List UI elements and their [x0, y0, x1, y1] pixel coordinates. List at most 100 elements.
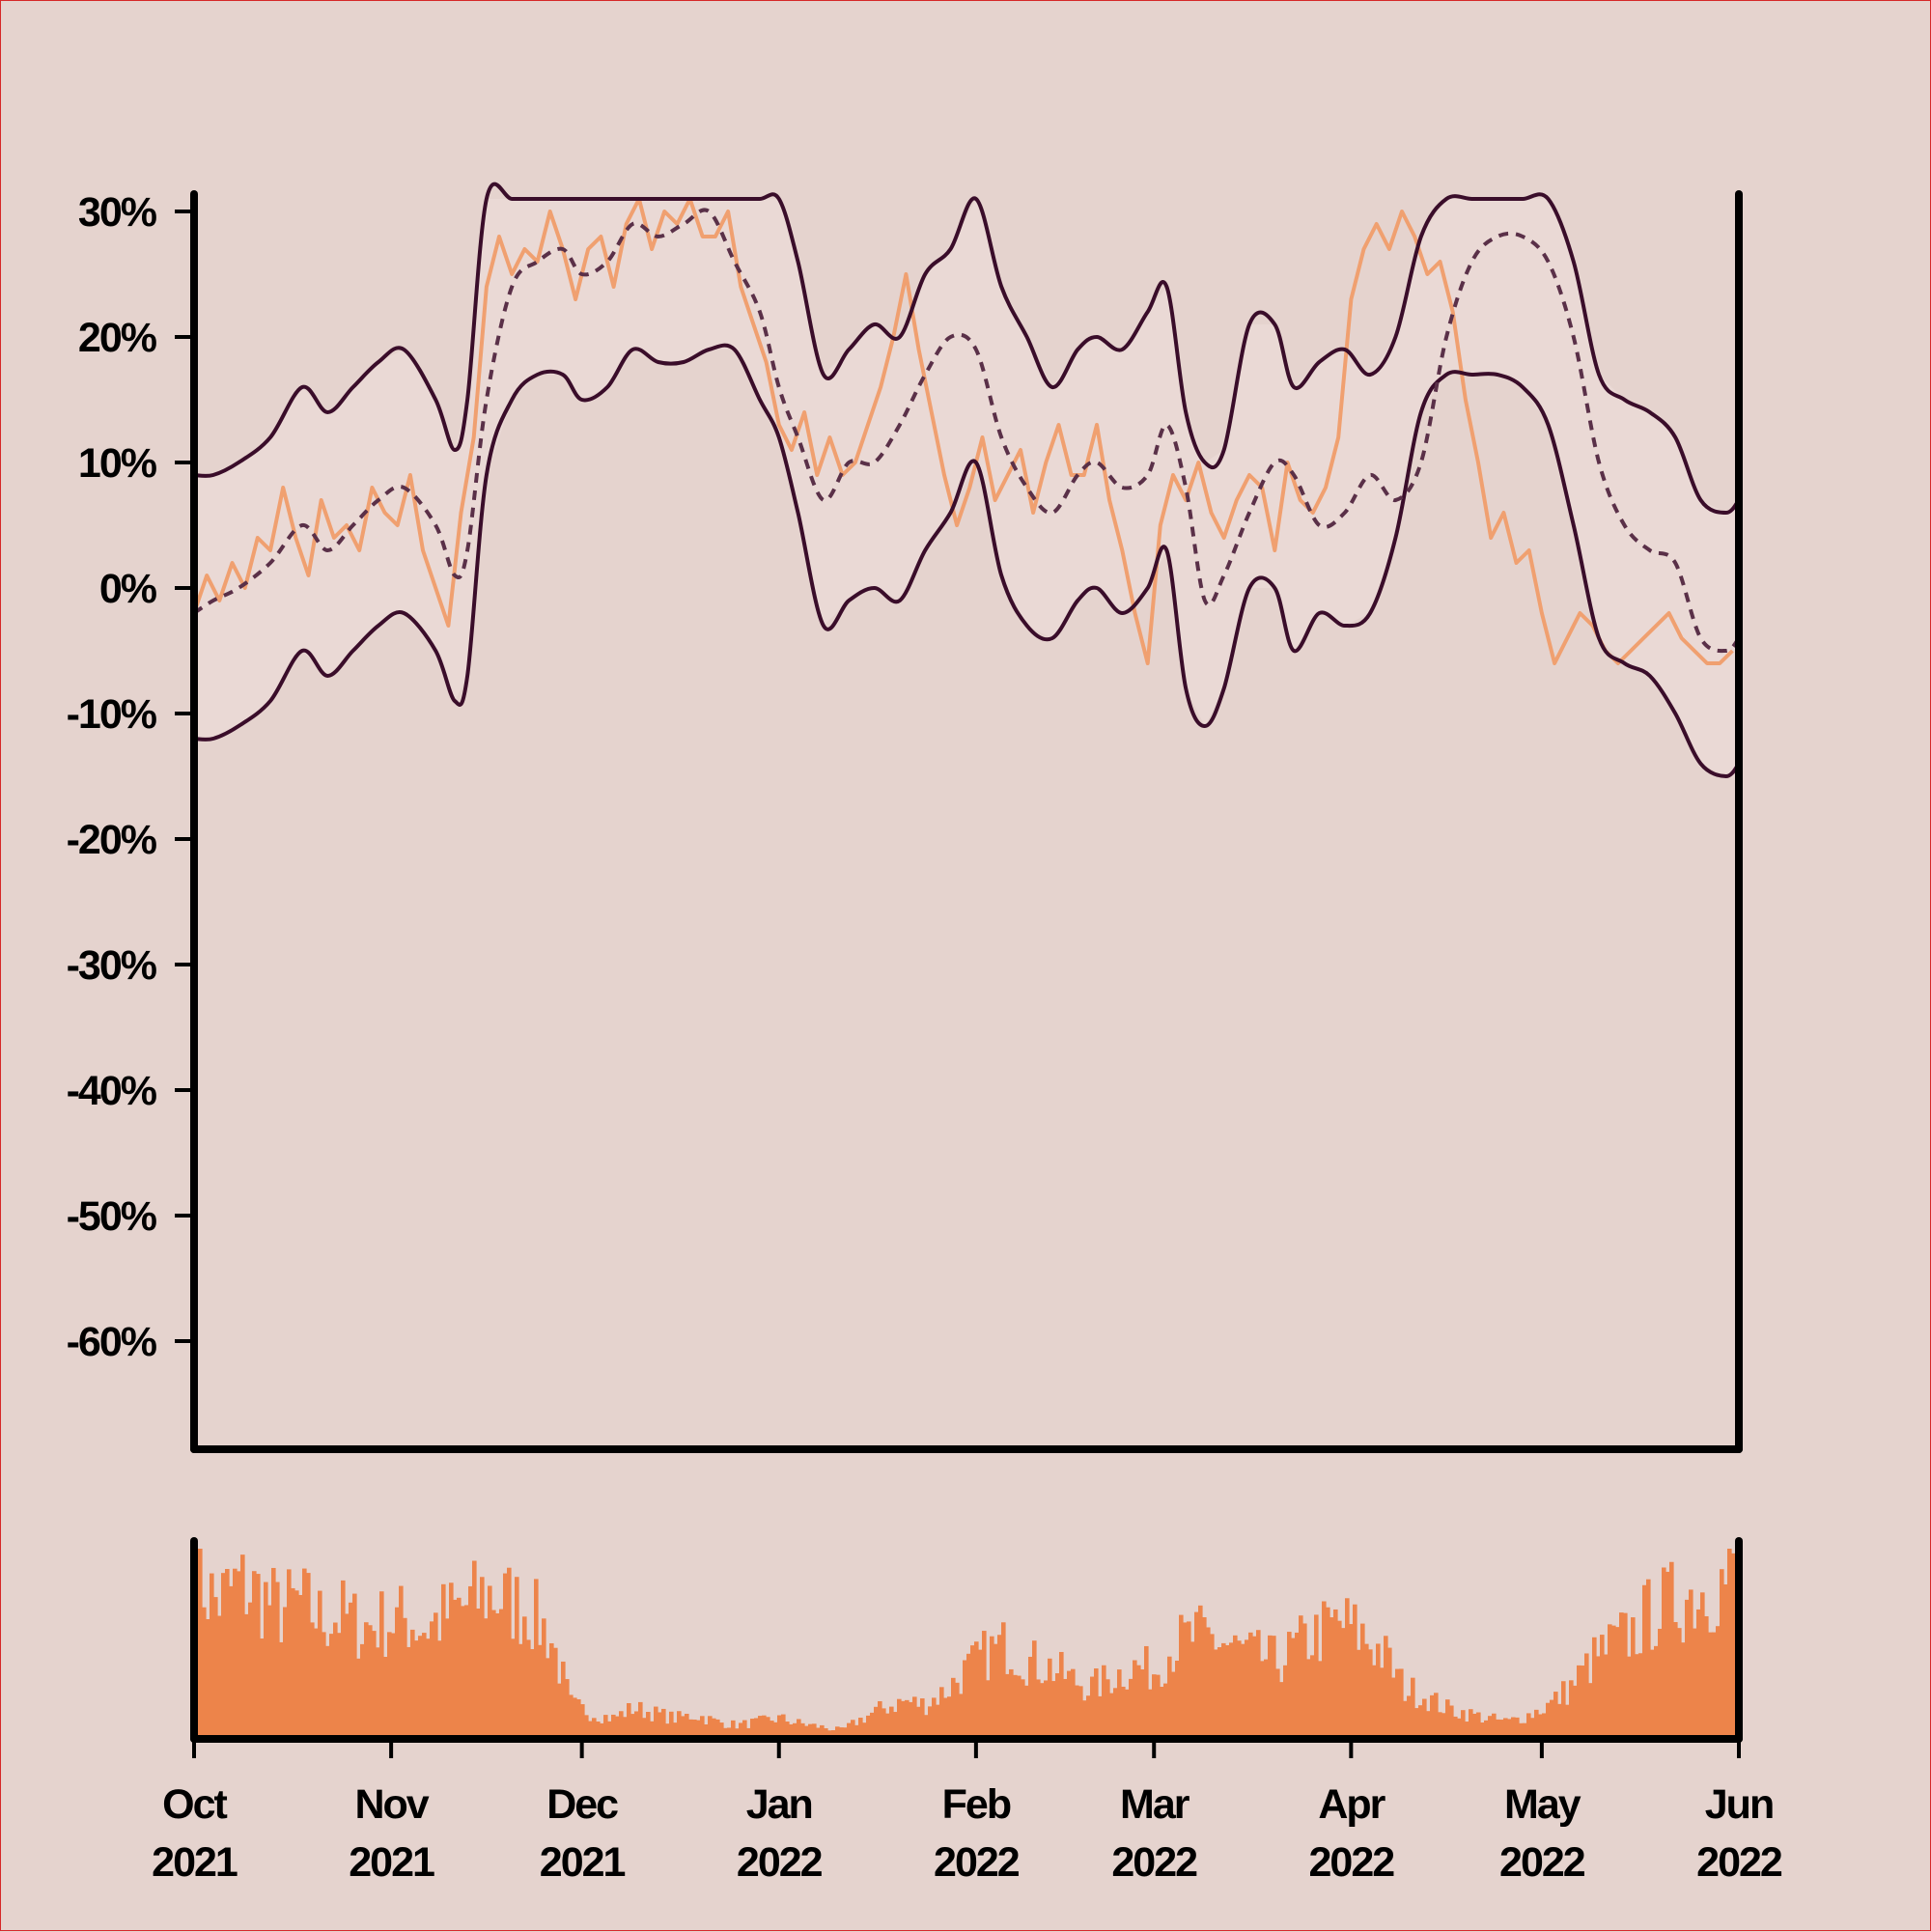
volume-bar [1523, 1722, 1527, 1739]
volume-bar [1627, 1656, 1632, 1739]
volume-bar [1542, 1713, 1547, 1739]
volume-bar [851, 1720, 855, 1739]
volume-bar [522, 1616, 527, 1739]
volume-bar [217, 1615, 222, 1739]
volume-bar [1152, 1674, 1157, 1739]
volume-bar [982, 1631, 987, 1739]
volume-bar [1391, 1677, 1396, 1739]
volume-bar [866, 1715, 871, 1739]
volume-bar [1704, 1616, 1709, 1739]
volume-bar [1210, 1634, 1215, 1739]
volume-bar [654, 1706, 658, 1739]
volume-bar [773, 1722, 778, 1739]
volume-bar [959, 1694, 964, 1739]
volume-bar [1264, 1659, 1269, 1739]
volume-bar [1654, 1645, 1659, 1739]
volume-bar [1125, 1689, 1130, 1739]
volume-bar [1592, 1637, 1597, 1739]
volume-bar [1445, 1699, 1450, 1739]
volume-bar [785, 1722, 790, 1739]
x-tick-month-label: Apr [1318, 1781, 1385, 1828]
volume-bar [1214, 1649, 1218, 1739]
volume-bar [1206, 1627, 1211, 1739]
volume-bar [990, 1636, 994, 1739]
axes: 30% 20% 10% 0% -10% -20% -30% -40% -50% -60% Oct 20… [67, 189, 1784, 1886]
volume-bar [1511, 1717, 1516, 1739]
volume-bar [1021, 1679, 1025, 1739]
volume-bar [596, 1722, 601, 1739]
volume-bar [213, 1597, 218, 1739]
volume-bar [240, 1554, 245, 1739]
volume-bar [658, 1712, 662, 1739]
volume-bar [569, 1694, 574, 1739]
volume-bar [665, 1723, 670, 1739]
volume-bar [835, 1726, 840, 1739]
volume-bar [1403, 1700, 1408, 1739]
volume-bar [1480, 1722, 1485, 1739]
volume-bar [260, 1638, 265, 1739]
volume-bar [1360, 1623, 1365, 1739]
volume-bar [379, 1591, 384, 1739]
volume-bar [1546, 1702, 1551, 1739]
volume-bar [1635, 1654, 1639, 1739]
volume-bar [248, 1602, 253, 1739]
x-tick-year-label: 2022 [934, 1839, 1020, 1886]
volume-bar [244, 1613, 249, 1739]
volume-bar [337, 1633, 342, 1739]
volume-bar [1384, 1636, 1388, 1739]
volume-bar [1090, 1676, 1095, 1739]
volume-bar [476, 1609, 481, 1739]
volume-bar [1256, 1630, 1261, 1739]
volume-bar [271, 1567, 276, 1739]
volume-bar [287, 1569, 292, 1739]
volume-bar [885, 1713, 890, 1739]
volume-bar [1260, 1661, 1265, 1739]
volume-bar [1623, 1612, 1628, 1739]
volume-bar [210, 1573, 214, 1739]
volume-bar [592, 1718, 597, 1739]
volume-bar [1720, 1569, 1724, 1739]
volume-bar [376, 1647, 380, 1739]
y-tick-label: 30% [78, 189, 157, 236]
volume-bar [966, 1653, 971, 1739]
x-tick-year-label: 2022 [1499, 1839, 1585, 1886]
volume-bar [1121, 1686, 1126, 1739]
volume-bar [383, 1656, 388, 1739]
volume-bar [484, 1618, 489, 1739]
volume-bar [1573, 1685, 1578, 1739]
volume-bar [1608, 1624, 1612, 1739]
main-line-plot [192, 182, 1741, 779]
volume-bar [1488, 1716, 1493, 1739]
volume-bar [1538, 1714, 1543, 1739]
volume-bar [1441, 1713, 1446, 1739]
volume-bar [719, 1722, 724, 1739]
volume-bar [264, 1582, 268, 1739]
volume-bar [275, 1582, 280, 1739]
volume-bar [1515, 1717, 1520, 1739]
volume-bar [1133, 1660, 1137, 1739]
volume-bar [1333, 1609, 1338, 1739]
volume-bar [1040, 1683, 1045, 1739]
volume-bar [847, 1722, 852, 1739]
volume-bar [1426, 1711, 1431, 1739]
volume-bar [878, 1700, 882, 1739]
volume-bar [233, 1568, 238, 1739]
volume-bar [422, 1633, 427, 1739]
x-tick-month-label: May [1504, 1781, 1581, 1828]
volume-bar [916, 1706, 921, 1739]
volume-bar [1302, 1623, 1307, 1739]
volume-bar [1665, 1571, 1670, 1739]
volume-bar [862, 1722, 867, 1739]
volume-bar [1225, 1645, 1230, 1739]
volume-bar [410, 1629, 415, 1739]
volume-bar [322, 1632, 326, 1739]
volume-bar [731, 1720, 736, 1739]
volume-bar [441, 1583, 446, 1739]
volume-bar [704, 1723, 709, 1739]
volume-bar [314, 1628, 319, 1739]
volume-bar [252, 1571, 257, 1739]
volume-bar [1380, 1667, 1385, 1739]
volume-bar [1183, 1622, 1188, 1739]
volume-bar [1685, 1599, 1690, 1739]
volume-bar [495, 1612, 500, 1739]
